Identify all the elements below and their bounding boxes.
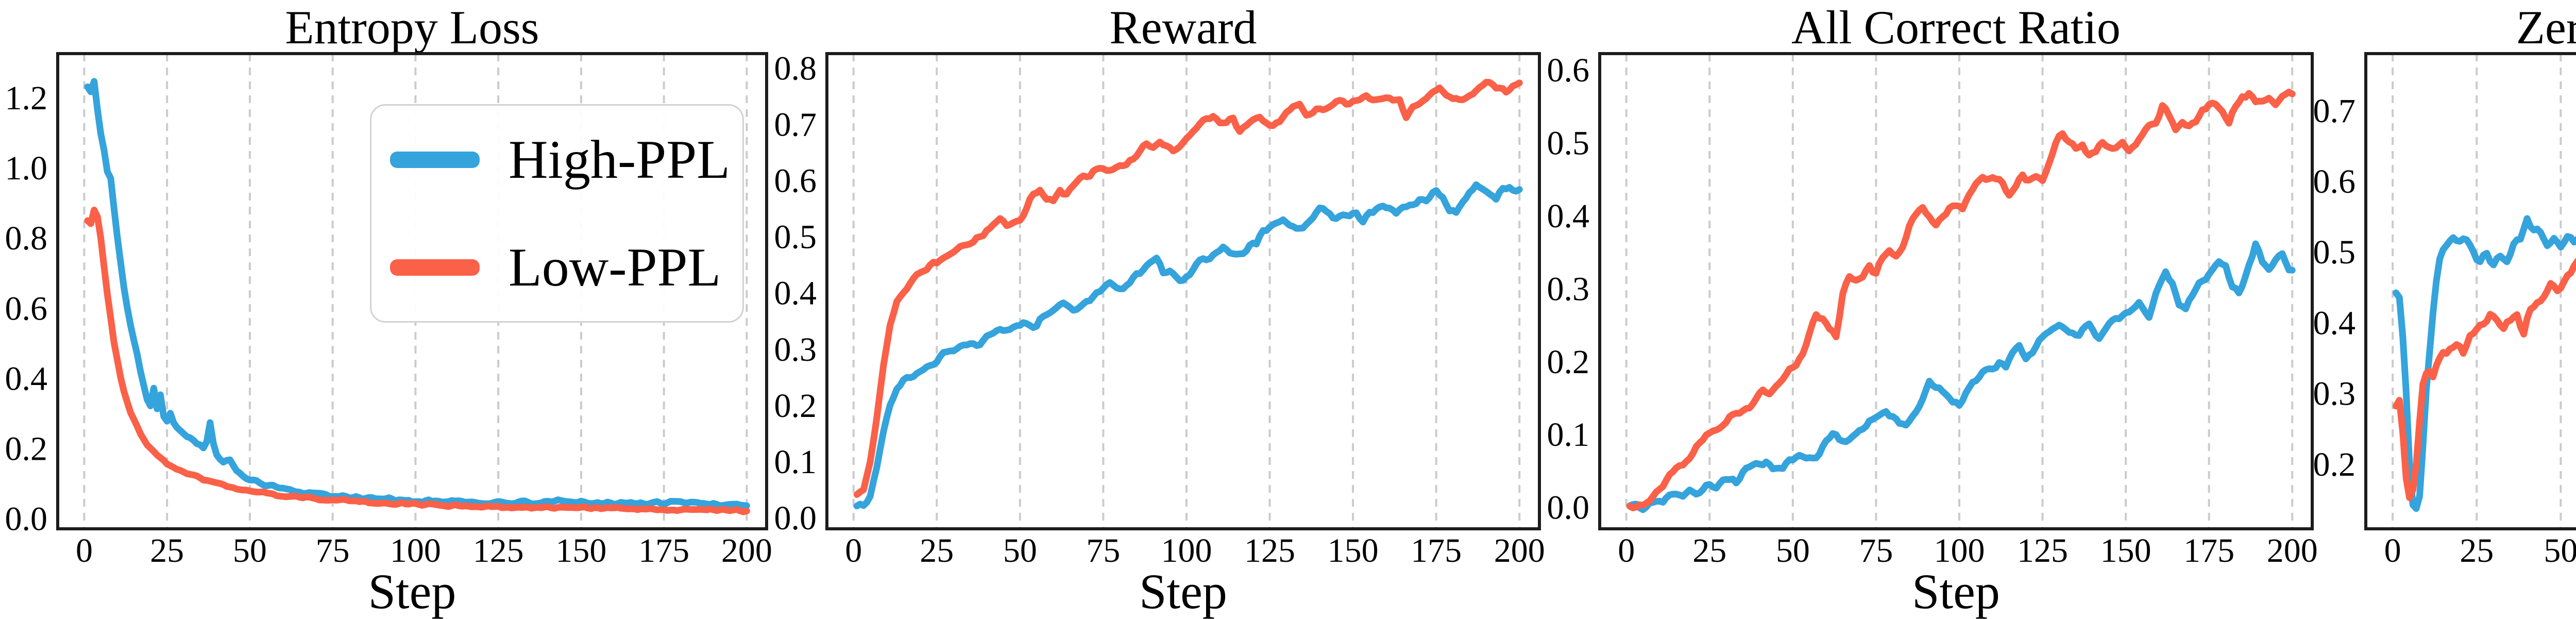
y-tick-label: 0.8 (5, 220, 48, 257)
y-tick-label: 1.0 (5, 149, 48, 187)
x-tick-label: 150 (2100, 532, 2151, 570)
y-tick-label: 0.5 (774, 219, 817, 256)
x-tick-label: 0 (1618, 532, 1635, 570)
series-low-ppl-line (853, 79, 1523, 498)
series-high-ppl-line (853, 181, 1523, 510)
x-tick-label: 125 (2017, 532, 2068, 570)
y-tick-label: 0.3 (2313, 375, 2356, 413)
y-tick-label: 0.4 (1547, 197, 1590, 235)
y-tick-label: 0.2 (1547, 343, 1590, 381)
y-tick-label: 0.8 (774, 49, 817, 87)
panel-entropy-loss: Entropy Loss 0 25 50 75 100 125 150 175 200 0.0 0.… (0, 0, 773, 618)
y-tick-label: 0.6 (2313, 163, 2356, 200)
y-tick-label: 0.6 (1547, 52, 1590, 89)
x-tick-label: 50 (2544, 532, 2576, 570)
series-low-ppl-line (84, 207, 750, 515)
y-tick-label: 0.6 (5, 290, 48, 327)
legend-item-low-ppl: Low-PPL (390, 240, 742, 295)
x-tick-label: 50 (233, 532, 267, 570)
y-tick-label: 0.7 (774, 106, 817, 143)
series-low-ppl-line (1626, 89, 2296, 511)
y-tick-label: 0.0 (5, 500, 48, 538)
x-tick-label: 75 (1859, 532, 1893, 570)
x-tick-label: 100 (1934, 532, 1985, 570)
y-tick-label: 0.4 (2313, 304, 2356, 342)
x-tick-label: 25 (1692, 532, 1726, 570)
panel-zero-advantage-ratio: Zero Advantage Ratio 0255075100125150175… (2313, 0, 2576, 618)
legend-swatch-high-ppl (390, 151, 480, 168)
x-tick-label: 125 (1244, 532, 1295, 570)
series-low-ppl-line (2393, 257, 2576, 501)
x-tick-label: 125 (473, 532, 524, 570)
x-tick-label: 25 (920, 532, 954, 570)
chart-title: All Correct Ratio (1791, 1, 2121, 54)
x-tick-label: 75 (1086, 532, 1120, 570)
x-tick-label: 200 (2267, 532, 2318, 570)
x-axis-label: Step (2366, 565, 2576, 618)
legend-item-high-ppl: High-PPL (390, 132, 742, 187)
y-tick-label: 0.4 (5, 360, 48, 397)
y-tick-label: 0.1 (1547, 416, 1590, 454)
chart-title: Reward (1109, 1, 1257, 54)
axes-border (56, 52, 768, 530)
chart-title: Entropy Loss (285, 1, 539, 54)
panel-reward: Reward 0 25 50 75 100 125 150 175 200 0.0 0.1 0.2 0.… (773, 0, 1546, 618)
x-tick-label: 75 (316, 532, 350, 570)
x-tick-label: 100 (1161, 532, 1212, 570)
legend-swatch-low-ppl (390, 259, 480, 276)
x-tick-label: 200 (721, 532, 772, 570)
y-tick-label: 0.0 (774, 499, 817, 537)
legend: High-PPL Low-PPL (370, 104, 744, 323)
x-axis-label: Step (1912, 564, 2000, 619)
x-axis-label: Step (1139, 564, 1227, 619)
x-tick-label: 50 (1776, 532, 1810, 570)
x-tick-label: 100 (390, 532, 441, 570)
y-tick-label: 0.4 (774, 275, 817, 312)
y-tick-label: 0.6 (774, 162, 817, 200)
x-axis-label: Step (368, 564, 456, 619)
y-tick-label: 0.2 (2313, 446, 2356, 483)
x-tick-label: 0 (76, 532, 93, 570)
axes-border (2364, 52, 2576, 530)
reward-plot: 0 25 50 75 100 125 150 175 200 0.0 0.1 0.2 0.3 0.4 0.5… (774, 49, 1545, 570)
x-tick-label: 0 (845, 532, 862, 570)
series-high-ppl-line (1626, 240, 2296, 513)
x-tick-label: 150 (555, 532, 606, 570)
y-tick-label: 1.2 (5, 79, 48, 117)
axes-border (825, 52, 1541, 530)
all-correct-ratio-plot: 0 25 50 75 100 125 150 175 200 0.0 0.1 0.2 0.3 0.4 0.5… (1547, 52, 2318, 570)
chart-title: Zero Advantage Ratio (2516, 1, 2576, 54)
y-tick-label: 0.0 (1547, 489, 1590, 527)
y-tick-label: 0.3 (774, 331, 817, 369)
legend-label-low-ppl: Low-PPL (509, 237, 721, 297)
x-tick-label: 175 (2183, 532, 2234, 570)
x-tick-label: 25 (2460, 532, 2494, 570)
x-tick-label: 50 (1003, 532, 1037, 570)
axes-border (1598, 52, 2314, 530)
legend-label-high-ppl: High-PPL (509, 129, 730, 190)
x-tick-label: 150 (1328, 532, 1379, 570)
x-tick-label: 175 (638, 532, 689, 570)
y-tick-label: 0.7 (2313, 92, 2356, 130)
x-tick-label: 25 (150, 532, 184, 570)
x-tick-label: 200 (1494, 532, 1545, 570)
y-tick-label: 0.5 (1547, 125, 1590, 162)
y-tick-label: 0.1 (774, 443, 817, 481)
y-tick-label: 0.2 (774, 387, 817, 425)
y-tick-label: 0.2 (5, 430, 48, 467)
series-high-ppl-line (2393, 215, 2576, 512)
y-tick-label: 0.3 (1547, 270, 1590, 308)
x-tick-label: 0 (2384, 532, 2401, 570)
y-tick-label: 0.5 (2313, 233, 2356, 271)
x-tick-label: 175 (1411, 532, 1462, 570)
panel-all-correct-ratio: All Correct Ratio 0 25 50 75 100 125 150 175 200… (1546, 0, 2318, 618)
